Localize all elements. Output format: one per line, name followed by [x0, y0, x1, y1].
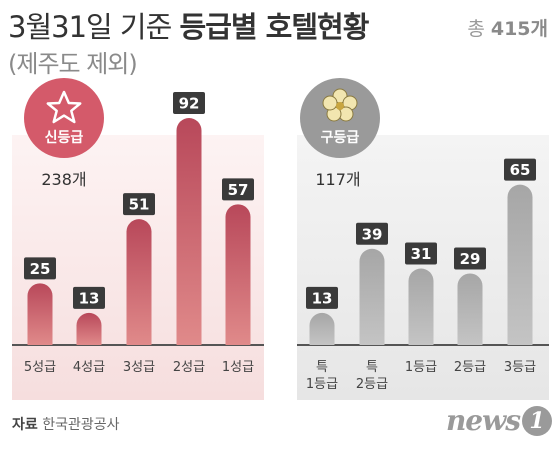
bar-old-2	[359, 248, 385, 345]
group-label-old: 구등급	[321, 130, 360, 146]
flower-icon	[322, 88, 358, 122]
value-label-box-old-2	[356, 222, 388, 245]
value-label-new-2: 13	[79, 289, 100, 307]
value-label-new-4: 92	[179, 95, 200, 113]
category-label-new-5: 1성급	[222, 360, 254, 375]
page-subtitle: (제주도 제외)	[8, 50, 138, 78]
title-bold: 등급별 호텔현황	[179, 10, 370, 44]
star-icon	[46, 90, 82, 124]
total-value: 415개	[490, 18, 548, 40]
value-label-box-old-5	[504, 158, 536, 181]
source-org: 한국관광공사	[42, 417, 120, 433]
source-note: 자료 한국관광공사	[12, 414, 120, 434]
category-label-new-1: 5성급	[24, 360, 56, 375]
bar-old-4	[457, 273, 483, 345]
value-label-box-new-3	[123, 193, 155, 216]
category-label-old-1-line2: 1등급	[306, 377, 338, 392]
group-badge-old: 구등급	[300, 78, 380, 158]
category-label-old-4: 2등급	[454, 360, 486, 375]
bar-new-2	[76, 312, 102, 345]
group-total-new: 238개	[41, 170, 86, 189]
group-label-new: 신등급	[45, 130, 84, 146]
bars-layer: 25 5성급 13 4성급 51 3성급 92 2성급 57 1성급 13 특 1등급 39 특 2등급 31 1…	[24, 92, 536, 392]
group-total-old: 117개	[315, 170, 360, 189]
value-label-new-1: 25	[30, 260, 51, 278]
group-badge-new: 신등급	[24, 78, 104, 158]
category-label-old-3: 1등급	[405, 360, 437, 375]
news1-logo: news 1	[446, 404, 552, 437]
value-label-old-5: 65	[510, 161, 531, 179]
category-label-new-4: 2성급	[173, 360, 205, 375]
value-label-old-2: 39	[362, 225, 383, 243]
bar-new-4	[176, 118, 202, 345]
title-prefix: 3월31일 기준	[8, 10, 180, 44]
category-label-new-2: 4성급	[73, 360, 105, 375]
total-prefix: 총	[467, 18, 491, 40]
page-title: 3월31일 기준 등급별 호텔현황	[8, 4, 370, 46]
bar-new-5	[225, 204, 251, 345]
category-label-old-2-line2: 2등급	[356, 377, 388, 392]
value-label-old-3: 31	[411, 245, 432, 263]
logo-text: news	[445, 404, 521, 437]
bar-old-5	[507, 184, 533, 345]
value-label-old-1: 13	[312, 289, 333, 307]
value-label-new-3: 51	[129, 196, 150, 214]
value-label-box-new-1	[24, 257, 56, 280]
source-label: 자료	[12, 417, 38, 433]
value-label-box-new-4	[173, 92, 205, 114]
bar-new-1	[27, 283, 53, 345]
category-label-old-5: 3등급	[504, 360, 536, 375]
value-label-box-old-3	[405, 242, 437, 265]
logo-badge: 1	[522, 405, 552, 436]
value-label-box-new-5	[222, 178, 254, 201]
value-label-box-old-4	[454, 247, 486, 270]
value-label-new-5: 57	[228, 181, 249, 199]
category-label-old-2-line1: 특	[366, 360, 378, 375]
value-label-box-new-2	[73, 286, 105, 309]
value-label-old-4: 29	[460, 250, 481, 268]
bar-old-1	[309, 312, 335, 345]
total-count: 총 415개	[467, 14, 548, 41]
category-label-old-1-line1: 특	[316, 360, 328, 375]
value-label-box-old-1	[306, 286, 338, 309]
bar-old-3	[408, 268, 434, 345]
category-label-new-3: 3성급	[123, 360, 155, 375]
bar-new-3	[126, 219, 152, 345]
